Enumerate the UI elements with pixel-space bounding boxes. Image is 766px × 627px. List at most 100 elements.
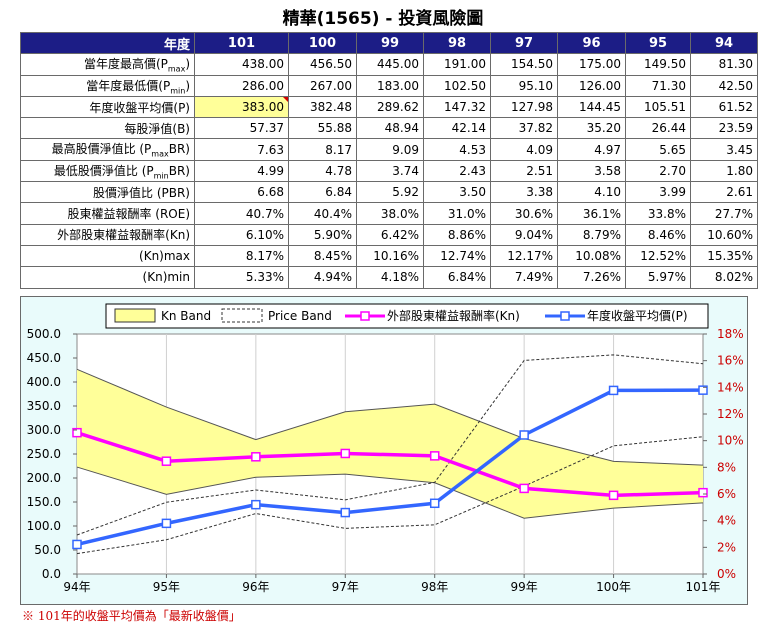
- left-tick-label: 500.0: [27, 327, 61, 341]
- table-cell: 3.99: [625, 181, 691, 204]
- table-cell: 12.17%: [490, 244, 558, 268]
- table-cell: 4.10: [557, 181, 626, 204]
- left-tick-label: 350.0: [27, 399, 61, 413]
- table-cell: 12.74%: [423, 244, 491, 268]
- table-cell: 40.7%: [194, 202, 289, 225]
- table-cell: 10.08%: [557, 244, 626, 268]
- table-cell: 4.94%: [288, 266, 357, 289]
- legend-label: Kn Band: [161, 309, 211, 323]
- x-tick-label: 101年: [686, 580, 721, 594]
- kn-point: [608, 490, 619, 501]
- table-cell: 8.79%: [557, 223, 626, 246]
- table-cell: 6.84%: [423, 266, 491, 289]
- risk-chart: 0.0 50.0 100.0 150.0 200.0 250.0 300.0 350.0 400…: [27, 303, 744, 594]
- table-cell: 382.48: [288, 95, 357, 119]
- price-point: [519, 430, 529, 440]
- row-label-text: 最高股價淨值比 (P: [51, 142, 152, 157]
- row-label-text: 每股淨值(B): [124, 121, 190, 136]
- right-tick-label: 12%: [717, 407, 744, 421]
- row-label: 股價淨值比 (PBR): [20, 181, 195, 204]
- table-cell: 102.50: [423, 74, 491, 97]
- kn-band-upper-line: [76, 368, 704, 466]
- row-label: 最低股價淨值比 (PminBR): [20, 159, 195, 183]
- table-cell: 2.43: [423, 159, 491, 183]
- row-label: 當年度最低價(Pmin): [20, 74, 195, 97]
- row-label-text: 當年度最高價(P: [83, 57, 168, 72]
- table-cell: 7.49%: [490, 266, 558, 289]
- header-year: 97: [490, 31, 558, 55]
- kn-point: [340, 448, 351, 459]
- left-tick-label: 200.0: [27, 471, 61, 485]
- legend-swatch-kn-band: [114, 308, 156, 323]
- header-year: 95: [625, 31, 691, 55]
- table-row: 外部股東權益報酬率(Kn) 6.10% 5.90% 6.42% 8.86% 9.04% 8.…: [20, 223, 758, 246]
- table-cell: 3.45: [690, 138, 758, 161]
- left-tick-label: 150.0: [27, 495, 61, 509]
- table-cell: 6.68: [194, 181, 289, 204]
- table-cell: 7.63: [194, 138, 289, 161]
- row-label: 年度收盤平均價(P): [20, 95, 195, 119]
- table-row: 當年度最高價(Pmax) 438.00 456.50 445.00 191.00 154.…: [20, 53, 758, 76]
- price-point: [608, 385, 619, 396]
- price-point: [72, 539, 82, 550]
- table-cell: 286.00: [194, 74, 289, 97]
- x-tick-label: 95年: [153, 580, 180, 594]
- row-label-text: 股價淨值比 (PBR): [93, 185, 190, 200]
- table-cell: 127.98: [490, 95, 558, 119]
- table-cell: 6.42%: [356, 223, 424, 246]
- table-cell: 42.14: [423, 117, 491, 140]
- table-cell: 3.58: [557, 159, 626, 183]
- x-tick-label: 99年: [511, 580, 538, 594]
- header-year: 94: [690, 31, 758, 55]
- table-cell: 36.1%: [557, 202, 626, 225]
- table-cell: 71.30: [625, 74, 691, 97]
- table-cell: 30.6%: [490, 202, 558, 225]
- row-label-subscript: max: [167, 64, 186, 74]
- right-tick-label: 18%: [717, 327, 744, 341]
- table-cell: 5.92: [356, 181, 424, 204]
- table-cell: 183.00: [356, 74, 424, 97]
- table-cell: 5.90%: [288, 223, 357, 246]
- row-label-text: 最低股價淨值比 (P: [53, 163, 154, 178]
- table-cell: 445.00: [356, 53, 424, 76]
- row-label: (Kn)min: [20, 266, 195, 289]
- price-band-lower-line: [76, 436, 704, 555]
- price-point: [429, 498, 440, 509]
- table-cell: 126.00: [557, 74, 626, 97]
- row-label: 最高股價淨值比 (PmaxBR): [20, 138, 195, 161]
- price-point: [161, 518, 172, 529]
- table-row: 當年度最低價(Pmin) 286.00 267.00 183.00 102.50 95.1…: [20, 74, 758, 97]
- table-cell: 147.32: [423, 95, 491, 119]
- right-tick-label: 2%: [717, 540, 736, 554]
- table-cell: 23.59: [690, 117, 758, 140]
- price-point: [251, 499, 261, 510]
- kn-point: [698, 487, 708, 498]
- table-row: 每股淨值(B) 57.37 55.88 48.94 42.14 37.82 35.20 26.…: [20, 117, 758, 140]
- row-label: 外部股東權益報酬率(Kn): [20, 223, 195, 246]
- row-label-text: 外部股東權益報酬率(Kn): [57, 228, 190, 243]
- table-cell: 38.0%: [356, 202, 424, 225]
- table-row: (Kn)min 5.33% 4.94% 4.18% 6.84% 7.49% 7.26% 5.9…: [20, 266, 758, 289]
- table-cell: 4.18%: [356, 266, 424, 289]
- table-cell: 37.82: [490, 117, 558, 140]
- x-tick-label: 96年: [242, 580, 269, 594]
- header-year: 100: [288, 31, 357, 55]
- kn-point: [72, 427, 82, 438]
- price-band-upper-line: [76, 354, 704, 536]
- table-cell: 4.78: [288, 159, 357, 183]
- row-label-subscript: max: [151, 149, 169, 159]
- footnote: ※ 101年的收盤平均價為「最新收盤價」: [22, 609, 241, 623]
- price-point: [340, 507, 351, 518]
- table-cell: 144.45: [557, 95, 626, 119]
- row-label: 當年度最高價(Pmax): [20, 53, 195, 76]
- right-tick-label: 10%: [717, 434, 744, 448]
- table-cell: 4.97: [557, 138, 626, 161]
- left-tick-label: 100.0: [27, 519, 61, 533]
- table-cell: 5.65: [625, 138, 691, 161]
- table-cell: 105.51: [625, 95, 691, 119]
- table-cell: 57.37: [194, 117, 289, 140]
- table-cell: 48.94: [356, 117, 424, 140]
- table-row: 最高股價淨值比 (PmaxBR) 7.63 8.17 9.09 4.53 4.09 4.97…: [20, 138, 758, 161]
- x-tick-label: 94年: [63, 580, 90, 594]
- table-cell: 4.09: [490, 138, 558, 161]
